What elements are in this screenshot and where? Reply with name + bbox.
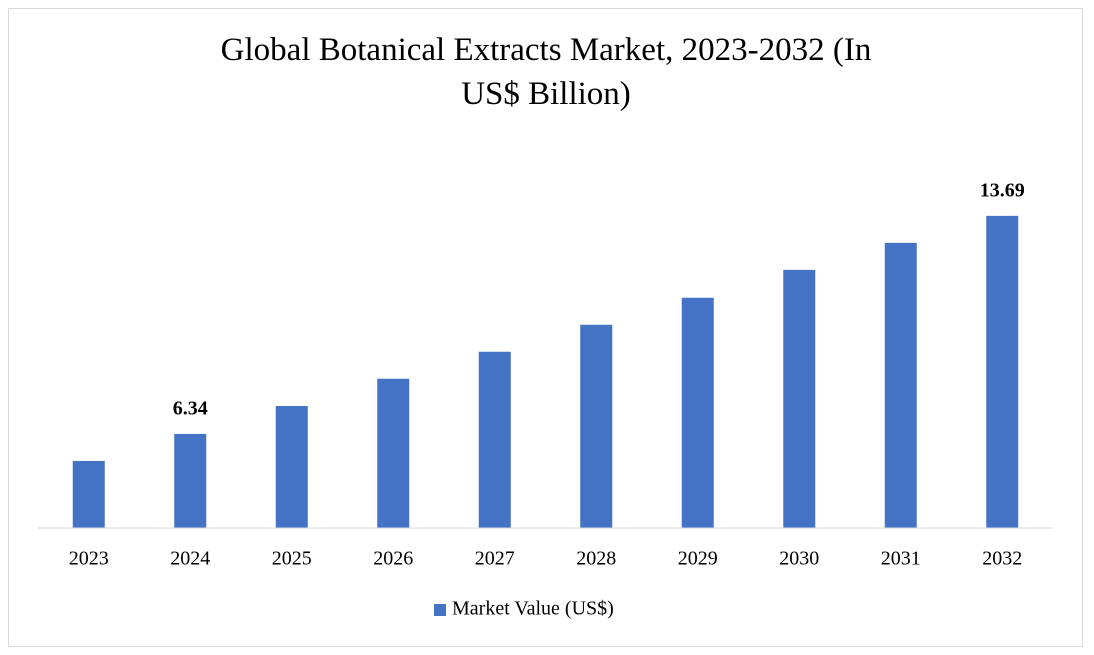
data-label: 6.34 (173, 398, 208, 420)
chart-title: Global Botanical Extracts Market, 2023-2… (221, 32, 872, 112)
bar (72, 460, 105, 528)
x-tick-label: 2026 (373, 548, 413, 570)
x-tick-label: 2030 (779, 548, 819, 570)
x-tick-label: 2027 (475, 548, 515, 570)
bar (275, 406, 308, 528)
x-tick-label: 2025 (272, 548, 312, 570)
legend-swatch (434, 604, 446, 616)
bar (478, 351, 511, 528)
bar (377, 378, 410, 528)
data-label: 13.69 (980, 179, 1025, 201)
x-tick-label: 2029 (678, 548, 718, 570)
x-tick-label: 2024 (170, 548, 210, 570)
bar (986, 215, 1019, 528)
bar (884, 242, 917, 528)
x-tick-label: 2028 (576, 548, 616, 570)
x-tick-label: 2032 (982, 548, 1022, 570)
bar (681, 297, 714, 528)
bar (783, 269, 816, 528)
bar (174, 433, 207, 528)
legend-label: Market Value (US$) (452, 598, 614, 620)
bar (580, 324, 613, 528)
x-tick-label: 2031 (881, 548, 921, 570)
x-tick-label: 2023 (69, 548, 109, 570)
